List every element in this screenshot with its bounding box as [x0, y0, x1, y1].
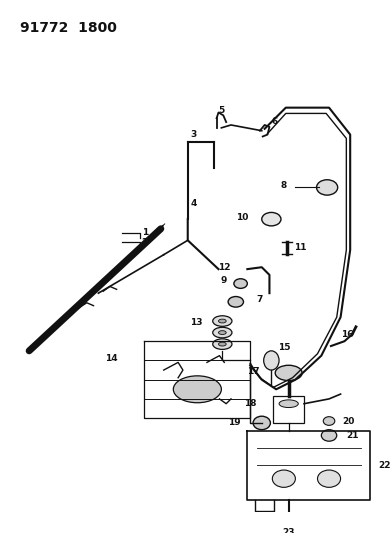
Ellipse shape — [317, 180, 338, 195]
Ellipse shape — [213, 339, 232, 350]
Ellipse shape — [264, 351, 279, 370]
Text: 21: 21 — [347, 431, 359, 440]
Text: 4: 4 — [191, 199, 197, 208]
Ellipse shape — [234, 279, 247, 288]
Ellipse shape — [279, 400, 298, 408]
Text: 20: 20 — [343, 416, 355, 425]
Ellipse shape — [218, 319, 226, 323]
Ellipse shape — [275, 365, 302, 381]
Ellipse shape — [218, 342, 226, 346]
Text: 11: 11 — [294, 244, 307, 253]
FancyBboxPatch shape — [273, 396, 304, 423]
Ellipse shape — [218, 330, 226, 335]
Text: 7: 7 — [256, 295, 262, 304]
Ellipse shape — [213, 316, 232, 326]
Text: 2: 2 — [142, 238, 148, 247]
Text: 16: 16 — [341, 330, 353, 339]
Text: 5: 5 — [218, 106, 225, 115]
Ellipse shape — [253, 416, 270, 430]
Text: 14: 14 — [105, 354, 118, 363]
Text: 9: 9 — [221, 276, 227, 285]
Text: 8: 8 — [281, 181, 287, 190]
Text: 12: 12 — [218, 263, 231, 272]
Text: 6: 6 — [271, 117, 278, 126]
Ellipse shape — [228, 296, 243, 307]
Ellipse shape — [173, 376, 221, 403]
Text: 3: 3 — [191, 130, 197, 139]
Text: 19: 19 — [228, 418, 241, 427]
Ellipse shape — [213, 327, 232, 338]
Text: 23: 23 — [282, 528, 295, 533]
Ellipse shape — [323, 417, 335, 425]
Text: 1: 1 — [142, 228, 148, 237]
Text: 13: 13 — [190, 318, 202, 327]
Text: 18: 18 — [245, 399, 257, 408]
Text: 91772  1800: 91772 1800 — [20, 21, 116, 35]
Text: 15: 15 — [278, 343, 290, 352]
Ellipse shape — [321, 430, 337, 441]
Text: 17: 17 — [247, 367, 260, 376]
Ellipse shape — [262, 213, 281, 226]
Ellipse shape — [272, 470, 296, 487]
Ellipse shape — [318, 470, 341, 487]
Text: 10: 10 — [236, 213, 248, 222]
Text: 22: 22 — [378, 461, 390, 470]
